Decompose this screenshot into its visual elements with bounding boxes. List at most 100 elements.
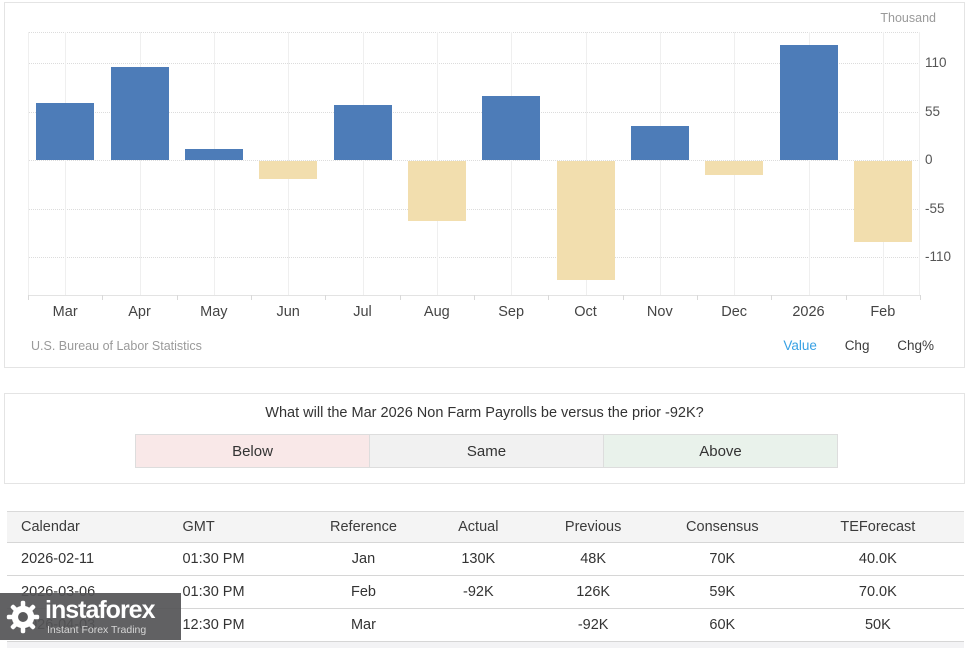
y-axis-unit-label: Thousand [880, 11, 936, 25]
bar[interactable] [184, 149, 243, 160]
x-axis-tick [28, 295, 29, 300]
chart-attribution: U.S. Bureau of Labor Statistics [31, 339, 202, 353]
watermark-tagline: Instant Forex Trading [47, 623, 147, 636]
table-cell: 60K [652, 608, 792, 642]
x-tick-label: Aug [423, 304, 450, 320]
x-tick-label: 2026 [792, 304, 825, 320]
table-cell: 2026-02-11 [7, 542, 175, 576]
x-axis-tick [102, 295, 104, 300]
x-axis-tick [548, 295, 550, 300]
watermark-text: instaforex Instant Forex Trading [45, 595, 155, 636]
x-axis-tick [325, 295, 327, 300]
y-gridline [28, 257, 920, 258]
instaforex-watermark: instaforex Instant Forex Trading [0, 593, 181, 640]
x-tick-label: Feb [870, 304, 896, 320]
table-cell: 59K [652, 575, 792, 609]
instaforex-wordmark: instaforex [45, 595, 155, 624]
plot-right-gridline [919, 32, 920, 295]
table-header-row: Calendar GMT Reference Actual Previous Consen… [7, 512, 964, 543]
plot-left-gridline [28, 32, 29, 295]
chg-link[interactable]: Chg [844, 338, 870, 353]
column-header: Reference [303, 512, 424, 543]
y-gridline [28, 63, 920, 64]
table-cell: -92K [423, 575, 534, 609]
x-tick-label: Sep [498, 304, 525, 320]
column-header: TEForecast [791, 512, 964, 543]
column-header: Previous [533, 512, 653, 543]
below-button[interactable]: Below [135, 434, 370, 468]
x-axis-tick [845, 295, 847, 300]
bar[interactable] [705, 161, 764, 176]
poll-buttons: Below Same Above [135, 434, 838, 468]
x-gridline [65, 32, 67, 295]
x-axis-tick [622, 295, 624, 300]
x-tick-label: Jul [353, 304, 372, 320]
x-gridline [362, 32, 364, 295]
x-axis-tick [176, 295, 178, 300]
y-tick-label: -110 [925, 249, 952, 264]
x-tick-label: Mar [52, 304, 78, 320]
table-cell: -92K [533, 608, 653, 642]
y-tick-label: 110 [925, 55, 947, 70]
table-row[interactable]: 2026-02-11 01:30 PM Jan 130K 48K 70K 40.0K [7, 542, 964, 576]
table-cell: 70.0K [791, 575, 964, 609]
bar[interactable] [482, 95, 541, 160]
y-tick-label: 55 [925, 103, 941, 119]
column-header: Consensus [652, 512, 792, 543]
gear-icon [6, 600, 40, 633]
chart-panel: Thousand Mar Apr May Jun Jul Aug Sep Oct Nov Dec 2… [4, 2, 965, 368]
chg-percent-link[interactable]: Chg% [897, 338, 934, 353]
x-axis-tick [697, 295, 698, 300]
table-cell: Feb [303, 575, 424, 609]
plot-area: Mar Apr May Jun Jul Aug Sep Oct Nov Dec 2026 Feb [28, 32, 921, 320]
column-header: GMT [174, 512, 304, 543]
chart-view-links: Value Chg Chg% [759, 338, 934, 353]
bar[interactable] [779, 45, 838, 160]
x-gridline [808, 32, 810, 295]
x-gridline [511, 32, 513, 295]
table-cell [423, 608, 534, 642]
column-header: Actual [423, 512, 534, 543]
y-gridline [28, 111, 920, 113]
x-tick-label: May [200, 304, 228, 320]
table-cell: 12:30 PM [174, 608, 304, 642]
table-cell: Mar [303, 608, 424, 642]
y-tick-label: -55 [925, 200, 945, 216]
bar[interactable] [556, 161, 615, 281]
bar[interactable] [36, 102, 95, 160]
poll-question: What will the Mar 2026 Non Farm Payrolls… [265, 405, 704, 421]
bar[interactable] [407, 161, 466, 221]
x-tick-label: Dec [721, 304, 748, 320]
y-gridline [28, 160, 920, 161]
x-tick-label: Nov [646, 304, 673, 320]
table-next-row-stripe [7, 642, 964, 648]
x-gridline [659, 32, 661, 295]
same-button[interactable]: Same [369, 434, 604, 468]
table-cell: 50K [791, 608, 964, 642]
table-cell: 126K [533, 575, 653, 609]
x-axis-tick [399, 295, 401, 300]
table-cell: 01:30 PM [174, 542, 304, 576]
bar[interactable] [630, 126, 689, 160]
x-tick-label: Jun [276, 304, 300, 320]
bar[interactable] [259, 161, 318, 179]
table-cell: 01:30 PM [174, 575, 304, 609]
x-gridline [213, 32, 215, 295]
bar[interactable] [110, 67, 169, 160]
y-tick-label: 0 [925, 152, 933, 167]
table-cell: Jan [303, 542, 424, 576]
bar[interactable] [853, 161, 912, 243]
column-header: Calendar [7, 512, 175, 543]
above-button[interactable]: Above [603, 434, 838, 468]
x-axis-tick [771, 295, 773, 300]
x-axis-tick [251, 295, 252, 300]
value-link[interactable]: Value [783, 338, 817, 353]
table-cell: 130K [423, 542, 534, 576]
bar[interactable] [333, 105, 392, 160]
x-axis-tick [474, 295, 475, 300]
plot-top-gridline [28, 32, 920, 33]
poll-panel: What will the Mar 2026 Non Farm Payrolls… [4, 393, 965, 484]
x-axis-tick [920, 295, 921, 300]
table-cell: 40.0K [791, 542, 964, 576]
y-gridline [28, 208, 920, 210]
